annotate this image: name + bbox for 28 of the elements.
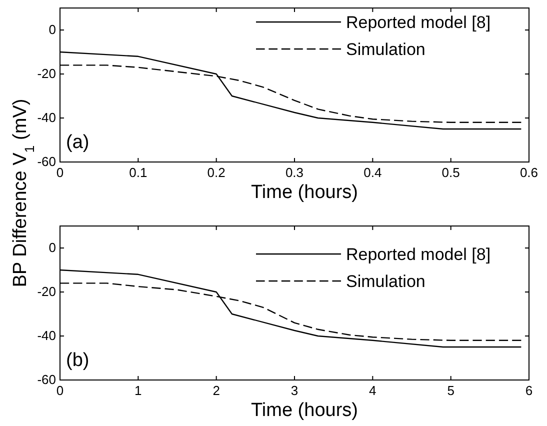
y-tick-label: -60 bbox=[37, 154, 56, 169]
x-axis-title: Time (hours) bbox=[251, 400, 358, 421]
x-tick-label: 2 bbox=[212, 383, 220, 398]
y-tick-label: -20 bbox=[37, 66, 56, 81]
annotation: (a) bbox=[66, 132, 90, 153]
annotation: (b) bbox=[66, 350, 90, 371]
y-tick-label: -40 bbox=[37, 110, 56, 125]
x-tick-label: 0.6 bbox=[520, 165, 538, 180]
y-tick-label: -60 bbox=[37, 372, 56, 387]
legend-label: Reported model [8] bbox=[346, 245, 491, 264]
x-tick-label: 3 bbox=[290, 383, 298, 398]
x-tick-label: 0.5 bbox=[442, 165, 460, 180]
x-tick-label: 4 bbox=[369, 383, 376, 398]
y-tick-label: 0 bbox=[48, 22, 56, 37]
x-tick-label: 1 bbox=[134, 383, 142, 398]
x-tick-label: 0.3 bbox=[285, 165, 304, 180]
legend-label: Reported model [8] bbox=[346, 13, 491, 32]
y-tick-label: 0 bbox=[48, 240, 56, 255]
legend-label: Simulation bbox=[346, 272, 426, 291]
x-tick-label: 0.2 bbox=[207, 165, 226, 180]
x-tick-label: 5 bbox=[447, 383, 454, 398]
x-tick-label: 6 bbox=[525, 383, 533, 398]
y-tick-label: -40 bbox=[37, 328, 56, 343]
x-axis-title: Time (hours) bbox=[251, 182, 358, 203]
x-tick-label: 0.4 bbox=[364, 165, 382, 180]
x-tick-label: 0.1 bbox=[129, 165, 148, 180]
y-tick-label: -20 bbox=[37, 284, 56, 299]
legend-label: Simulation bbox=[346, 40, 426, 59]
